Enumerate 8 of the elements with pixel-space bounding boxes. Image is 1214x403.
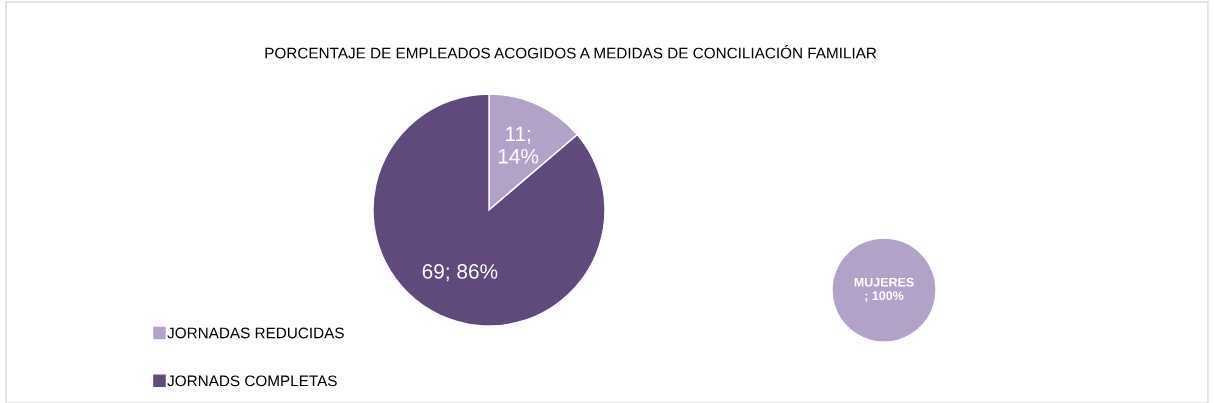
slice-label: MUJERES xyxy=(854,277,914,287)
pie-slice xyxy=(372,93,606,327)
data-label: 11; 14% xyxy=(498,126,539,164)
data-label: 69; 86% xyxy=(422,264,498,282)
data-label: ; 100% xyxy=(865,291,904,302)
legend-label: JORNADS COMPLETAS xyxy=(167,375,337,387)
chart-title: PORCENTAJE DE EMPLEADOS ACOGIDOS A MEDIDAS DE CONCILIACIÓN FAMILIAR xyxy=(265,45,877,59)
legend-label: JORNADAS REDUCIDAS xyxy=(167,327,344,339)
